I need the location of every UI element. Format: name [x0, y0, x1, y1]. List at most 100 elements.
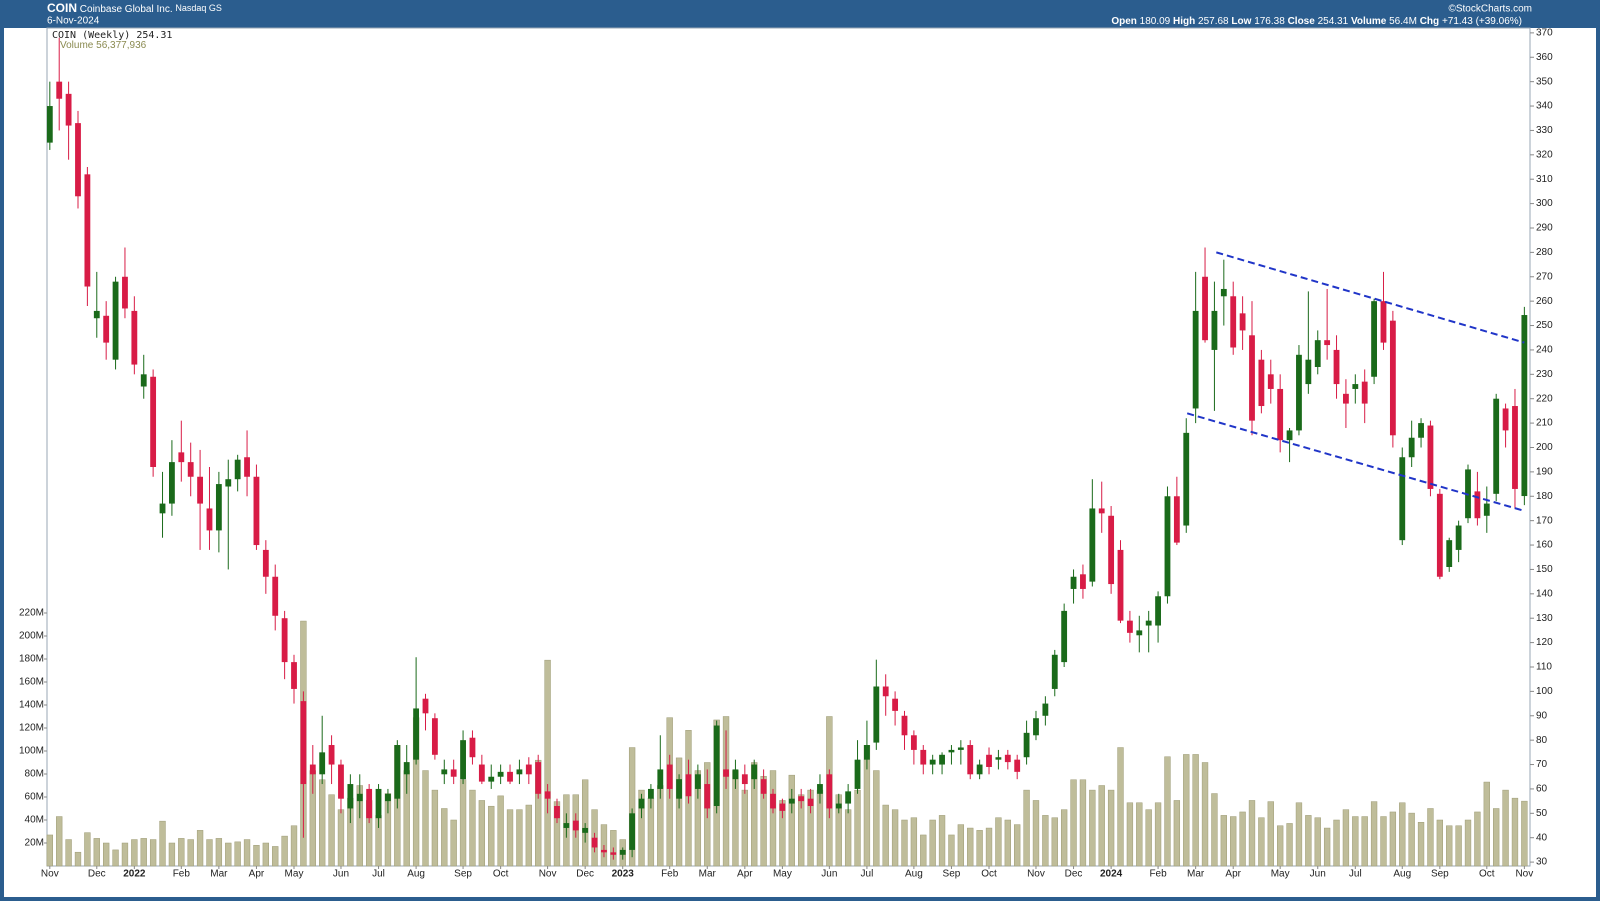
candle-body	[957, 747, 964, 750]
candle-body	[403, 762, 410, 775]
stat-label: Chg	[1420, 16, 1439, 27]
volume-bar	[638, 789, 645, 867]
candle-body	[93, 310, 100, 319]
volume-bar	[1389, 811, 1397, 867]
legend-value: 254.31	[136, 30, 172, 41]
x-tick-label: May	[1271, 869, 1290, 880]
volume-bar	[1380, 816, 1387, 867]
volume-bar	[1032, 800, 1040, 867]
y-tick-label: 40	[1536, 832, 1548, 843]
volume-bar	[1521, 800, 1528, 867]
x-tick-label: Feb	[661, 869, 679, 880]
candle-body	[1061, 610, 1068, 663]
candle-body	[770, 793, 776, 809]
candle-body	[441, 769, 448, 775]
x-tick-label: Jul	[1349, 869, 1362, 880]
volume-bar	[985, 827, 993, 867]
x-tick-label: Nov	[41, 869, 59, 880]
volume-tick-label: 200M	[19, 631, 44, 642]
volume-tick-label: 100M	[19, 746, 44, 757]
x-tick-label: Oct	[1479, 869, 1495, 880]
stats: Open 180.09 High 257.68 Low 176.38 Close…	[1111, 16, 1522, 27]
candle-body	[864, 745, 870, 760]
candle-body	[1371, 301, 1378, 377]
volume-tick-label: 220M	[19, 608, 44, 619]
candle-body	[817, 784, 823, 794]
candle-body	[328, 745, 335, 765]
legend-label: Volume	[60, 40, 94, 51]
volume-bar	[1117, 747, 1124, 867]
volume-bar	[1483, 781, 1490, 867]
volume-bar	[1342, 809, 1350, 867]
candle-body	[741, 774, 748, 785]
y-tick-label: 70	[1536, 759, 1548, 770]
x-tick-label: Apr	[737, 869, 753, 880]
candle-body	[873, 686, 880, 743]
x-tick-label: May	[285, 869, 304, 880]
volume-bar	[1079, 779, 1087, 867]
y-tick-label: 360	[1536, 52, 1553, 63]
candle-body	[1164, 496, 1171, 597]
volume-tick-label: 80M	[25, 769, 44, 780]
candle-body	[1089, 508, 1096, 582]
candle-body	[1380, 301, 1387, 343]
candle-body	[1483, 503, 1490, 516]
volume-bar	[272, 846, 279, 867]
volume-tick-label: 20M	[25, 838, 44, 849]
candle-body	[986, 754, 992, 767]
candle-body	[1343, 393, 1349, 404]
volume-bar	[1474, 811, 1481, 867]
x-tick-label: Jul	[861, 869, 874, 880]
volume-bar	[441, 808, 448, 867]
volume-bar	[882, 804, 889, 867]
volume-bar	[1173, 800, 1181, 867]
y-tick-label: 90	[1536, 710, 1548, 721]
x-tick-label: Dec	[1065, 869, 1083, 880]
volume-bar	[1370, 801, 1378, 867]
y-tick-label: 330	[1536, 125, 1553, 136]
y-tick-label: 300	[1536, 198, 1553, 209]
candle-body	[1220, 288, 1227, 297]
x-tick-label: 2024	[1100, 869, 1123, 880]
candle-body	[178, 452, 185, 463]
volume-bar	[1399, 802, 1406, 867]
candle-body	[798, 796, 805, 802]
candle-body	[601, 849, 607, 853]
y-tick-label: 370	[1536, 28, 1553, 39]
candle-body	[713, 725, 720, 807]
y-tick-label: 310	[1536, 174, 1553, 185]
volume-bar	[93, 838, 100, 867]
candle-body	[544, 791, 551, 799]
candle-body	[497, 771, 504, 777]
volume-bar	[1305, 815, 1312, 867]
candle-body	[262, 549, 269, 577]
volume-bar	[1136, 802, 1143, 867]
x-tick-label: Dec	[576, 869, 594, 880]
candle-body	[1502, 408, 1509, 431]
volume-bar	[957, 824, 965, 867]
candle-body	[1418, 423, 1424, 438]
volume-bar	[967, 827, 974, 867]
candle-body	[1173, 496, 1180, 543]
candle-body	[1183, 432, 1190, 526]
candle-body	[910, 735, 917, 750]
candle-body	[272, 576, 279, 616]
volume-bar	[131, 839, 138, 867]
stat-label: Open	[1111, 16, 1137, 27]
header-title-line: COIN Coinbase Global Inc. Nasdaq GS	[47, 1, 222, 15]
candle-body	[1408, 437, 1415, 458]
volume-bar	[1042, 815, 1049, 867]
y-tick-label: 140	[1536, 588, 1553, 599]
y-tick-label: 110	[1536, 662, 1552, 673]
volume-bar	[140, 838, 147, 867]
candle-body	[1277, 388, 1284, 441]
volume-bar	[488, 805, 495, 867]
x-tick-label: Aug	[1393, 869, 1411, 880]
candle-body	[1314, 340, 1321, 368]
candle-body	[1145, 620, 1152, 626]
candle-body	[338, 764, 344, 799]
volume-bar	[1352, 816, 1359, 867]
candle-body	[309, 764, 316, 775]
x-tick-label: Dec	[88, 869, 106, 880]
